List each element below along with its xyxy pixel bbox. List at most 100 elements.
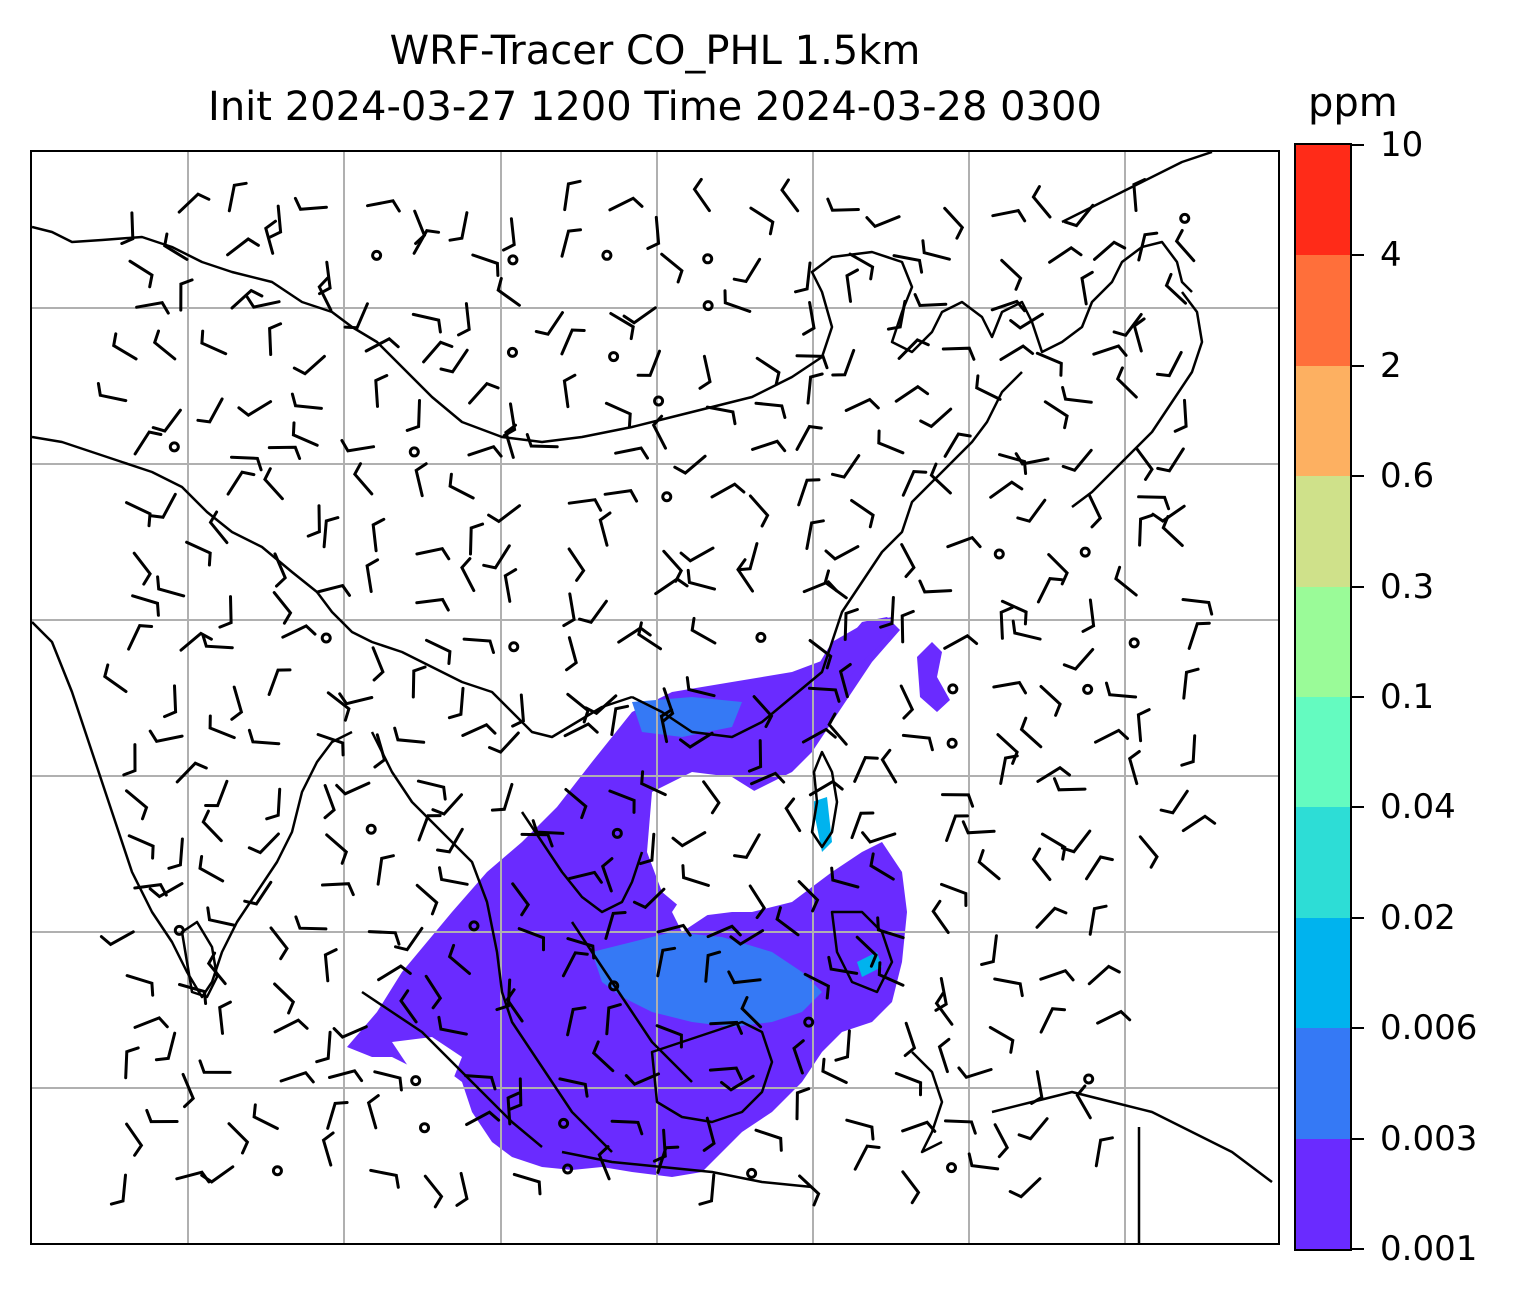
wind-barb bbox=[405, 399, 421, 432]
wind-barb bbox=[754, 1128, 783, 1152]
wind-barb bbox=[272, 591, 293, 625]
wind-barb bbox=[941, 346, 976, 361]
wind-barb bbox=[125, 501, 152, 528]
wind-barb bbox=[999, 754, 1019, 785]
wind-barb bbox=[156, 575, 186, 598]
wind-barb bbox=[749, 206, 775, 236]
wind-barb bbox=[457, 302, 471, 337]
wind-barb bbox=[293, 196, 328, 211]
wind-barb bbox=[201, 809, 223, 843]
calm-wind-marker bbox=[365, 823, 377, 835]
wind-barb bbox=[321, 882, 355, 897]
wind-barb bbox=[560, 228, 582, 258]
wind-barb bbox=[755, 356, 781, 386]
wind-barb bbox=[795, 354, 829, 370]
wind-barb bbox=[125, 974, 155, 997]
wind-barb bbox=[1040, 832, 1067, 861]
wind-barb bbox=[705, 405, 737, 426]
wind-barb bbox=[1182, 667, 1200, 700]
wind-barb bbox=[988, 1025, 1015, 1054]
wind-barb bbox=[844, 397, 880, 412]
wind-barb bbox=[1137, 231, 1159, 262]
wind-barb bbox=[325, 833, 349, 865]
wind-barb bbox=[268, 204, 283, 239]
wind-barb bbox=[560, 328, 586, 356]
wind-barb bbox=[506, 1091, 521, 1126]
wind-barb bbox=[352, 462, 374, 496]
wind-barb bbox=[534, 311, 564, 336]
tracer-band-0.003-b bbox=[632, 697, 742, 737]
wind-barb bbox=[913, 293, 948, 308]
colorbar-tick bbox=[1352, 364, 1364, 367]
wind-barb bbox=[662, 549, 684, 583]
wind-barb bbox=[263, 467, 284, 501]
wind-barb bbox=[853, 756, 879, 783]
wind-barb bbox=[578, 599, 608, 625]
wind-barb bbox=[265, 787, 282, 821]
wind-barb bbox=[415, 883, 439, 916]
wind-barb bbox=[290, 392, 323, 410]
wind-barb bbox=[425, 638, 452, 665]
colorbar-tick-label: 0.006 bbox=[1380, 1008, 1478, 1049]
wind-barb bbox=[808, 779, 844, 797]
wind-barb bbox=[1181, 814, 1217, 833]
wind-barb bbox=[1061, 386, 1093, 404]
wind-barb bbox=[496, 277, 521, 307]
wind-barb bbox=[940, 882, 968, 907]
wind-barb bbox=[431, 793, 463, 816]
wind-barb bbox=[609, 312, 635, 341]
wind-barb bbox=[198, 855, 225, 883]
wind-barb bbox=[775, 906, 800, 937]
calm-wind-marker bbox=[508, 641, 520, 653]
calm-wind-marker bbox=[1082, 683, 1094, 695]
wind-barb bbox=[243, 880, 273, 906]
wind-barb bbox=[1014, 452, 1050, 466]
wind-barb bbox=[899, 684, 915, 720]
wind-barb bbox=[423, 1174, 444, 1209]
wind-barb bbox=[281, 624, 317, 639]
wind-barb bbox=[877, 429, 905, 455]
colorbar-segment bbox=[1296, 254, 1350, 366]
wind-barb bbox=[1174, 229, 1196, 263]
wind-barb bbox=[1151, 504, 1186, 523]
wind-barb bbox=[273, 982, 296, 1015]
wind-barb bbox=[315, 1030, 332, 1064]
colorbar-tick bbox=[1352, 806, 1364, 809]
wind-barb bbox=[367, 930, 401, 946]
wind-barb bbox=[135, 301, 170, 315]
wind-barb bbox=[316, 733, 345, 757]
wind-barb bbox=[128, 259, 154, 289]
wind-barb bbox=[424, 974, 443, 1010]
wind-barb bbox=[941, 793, 975, 808]
wind-barb bbox=[226, 470, 256, 496]
wind-barb bbox=[185, 540, 212, 567]
wind-barb bbox=[422, 340, 454, 364]
wind-barb bbox=[622, 306, 657, 325]
wind-barb bbox=[1053, 777, 1087, 792]
wind-barb bbox=[1036, 765, 1071, 783]
wind-barb bbox=[1115, 366, 1138, 399]
wind-barb bbox=[656, 1145, 680, 1174]
wind-barb bbox=[685, 676, 716, 698]
wind-barb bbox=[374, 374, 389, 408]
wind-barb bbox=[1031, 185, 1052, 219]
wind-barb bbox=[808, 686, 841, 703]
wind-barb bbox=[230, 455, 263, 472]
wind-barb bbox=[604, 401, 632, 428]
colorbar-tick bbox=[1352, 1137, 1364, 1140]
wind-barb bbox=[508, 1077, 523, 1111]
wind-barb bbox=[267, 668, 292, 696]
wind-barb bbox=[900, 543, 916, 578]
wind-barb bbox=[469, 522, 485, 556]
wind-barb bbox=[204, 779, 229, 808]
colorbar-tick-label: 0.6 bbox=[1380, 456, 1435, 497]
wind-barb bbox=[1039, 685, 1062, 717]
wind-barb bbox=[279, 1070, 315, 1084]
wind-barb bbox=[201, 633, 234, 650]
wind-barb bbox=[610, 1119, 644, 1136]
new-guinea-coast bbox=[991, 1090, 1273, 1183]
wind-barb bbox=[503, 568, 518, 603]
wind-barb bbox=[654, 577, 689, 596]
wind-barb bbox=[399, 989, 418, 1024]
wind-barb bbox=[980, 934, 998, 966]
